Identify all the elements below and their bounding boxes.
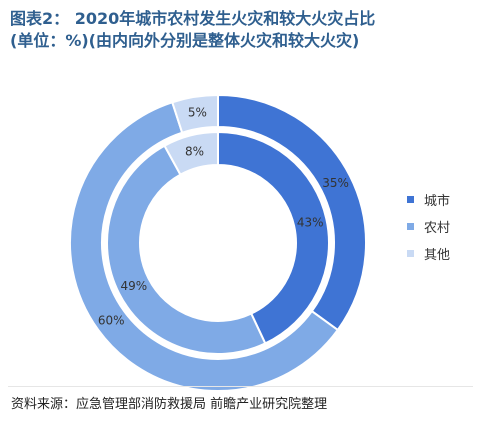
legend: 城市 农村 其他 bbox=[407, 192, 450, 273]
inner-ring bbox=[106, 130, 330, 355]
inner-slice-other bbox=[163, 130, 219, 177]
outer-ring bbox=[69, 93, 367, 392]
legend-item-rural: 农村 bbox=[407, 219, 451, 236]
data-labels: 43% 49% 8% 35% 60% 5% bbox=[98, 106, 349, 328]
legend-label-city: 城市 bbox=[424, 193, 451, 209]
chart-title-line2: (单位：%)(由内向外分别是整体火灾和较大火灾) bbox=[10, 31, 360, 50]
legend-item-city: 城市 bbox=[407, 192, 451, 209]
chart-title: 图表2： 2020年城市农村发生火灾和较大火灾占比 (单位：%)(由内向外分别是… bbox=[10, 8, 475, 52]
outer-slice-other bbox=[171, 93, 219, 134]
divider bbox=[8, 386, 473, 387]
inner-label-rural: 49% bbox=[120, 279, 147, 293]
legend-label-rural: 农村 bbox=[424, 220, 451, 236]
legend-swatch-other bbox=[407, 249, 414, 257]
source-note: 资料来源：应急管理部消防救援局 前瞻产业研究院整理 bbox=[11, 397, 328, 412]
legend-label-other: 其他 bbox=[424, 247, 451, 263]
outer-label-city: 35% bbox=[322, 176, 349, 190]
outer-label-other: 5% bbox=[188, 106, 207, 120]
chart-title-line1: 图表2： 2020年城市农村发生火灾和较大火灾占比 bbox=[10, 9, 376, 28]
outer-label-rural: 60% bbox=[98, 314, 125, 328]
legend-item-other: 其他 bbox=[407, 246, 451, 263]
inner-slice-city bbox=[217, 130, 330, 345]
inner-label-other: 8% bbox=[185, 144, 204, 158]
inner-slice-rural bbox=[106, 144, 267, 355]
inner-label-city: 43% bbox=[297, 215, 324, 229]
legend-swatch-city bbox=[407, 195, 414, 203]
legend-swatch-rural bbox=[407, 222, 414, 230]
